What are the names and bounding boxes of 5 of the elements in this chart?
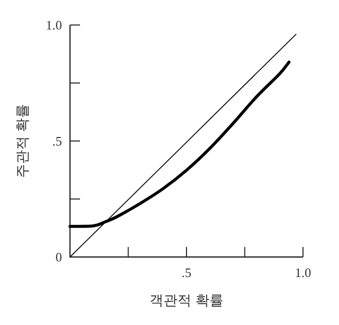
y-tick-label: 1.0 bbox=[46, 18, 62, 32]
y-axis-title: 주관적 확률 bbox=[15, 104, 31, 178]
y-tick-label: .5 bbox=[52, 134, 62, 148]
y-tick-label: 0 bbox=[56, 250, 62, 264]
x-axis-title: 객관적 확률 bbox=[149, 293, 224, 309]
